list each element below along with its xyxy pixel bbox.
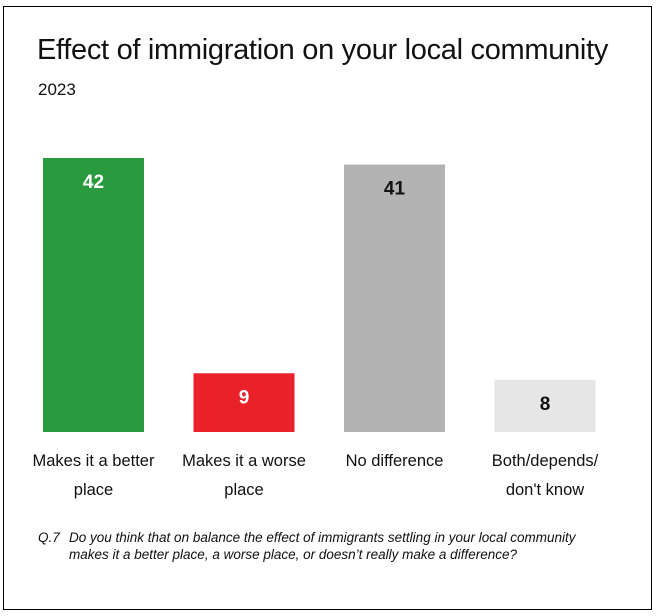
chart-title: Effect of immigration on your local comm… <box>37 34 609 66</box>
bar-2 <box>344 164 445 432</box>
bar-value-label-2: 41 <box>384 179 406 200</box>
question-number: Q.7 <box>38 530 60 545</box>
category-label-2-line-0: No difference <box>346 452 444 470</box>
category-label-1-line-1: place <box>224 481 263 499</box>
category-label-1-line-0: Makes it a worse <box>182 452 306 470</box>
category-label-0-line-0: Makes it a better <box>33 452 155 470</box>
bar-value-label-0: 42 <box>83 172 104 193</box>
bar-value-label-1: 9 <box>239 387 250 408</box>
bar-0 <box>43 158 144 432</box>
question-text: Do you think that on balance the effect … <box>69 530 576 562</box>
category-label-0-line-1: place <box>74 481 113 499</box>
bar-3 <box>494 379 596 432</box>
chart-subtitle: 2023 <box>38 80 76 99</box>
question-footnote: Q.7 Do you think that on balance the eff… <box>38 530 598 564</box>
category-label-3-line-0: Both/depends/ <box>492 452 599 470</box>
category-label-3-line-1: don't know <box>506 481 584 499</box>
bar-1 <box>193 373 295 432</box>
bar-value-label-3: 8 <box>540 394 551 415</box>
